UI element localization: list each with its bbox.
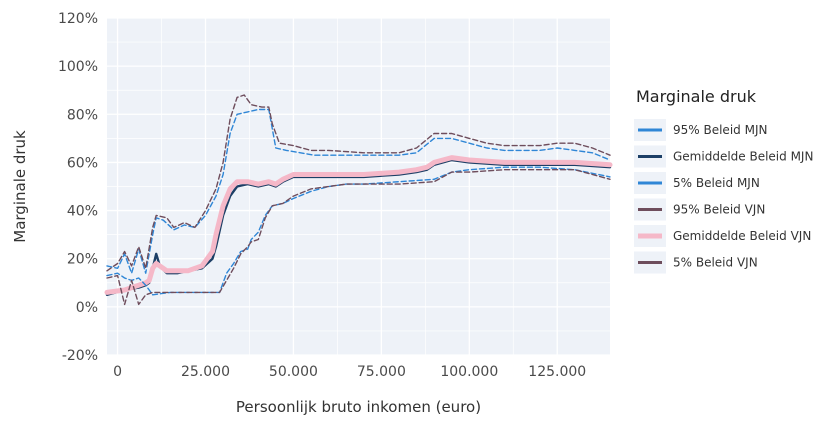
y-tick-label: 40% (67, 204, 98, 220)
series-line-5 (106, 169, 611, 306)
series-line-3 (106, 94, 611, 272)
y-tick-label: 60% (67, 155, 98, 171)
legend-label: 95% Beleid VJN (673, 203, 765, 217)
legend: Marginale druk 95% Beleid MJN Gemiddelde … (634, 87, 813, 274)
series-line-4 (104, 155, 613, 295)
y-axis-ticks: -20% 0% 20% 40% 60% 80% 100% 120% (58, 11, 98, 364)
legend-label: Gemiddelde Beleid VJN (673, 229, 811, 243)
y-axis-title: Marginale druk (11, 130, 29, 243)
x-tick-label: 25.000 (181, 364, 230, 380)
y-tick-label: 80% (67, 107, 98, 123)
x-tick-label: 125.000 (528, 364, 586, 380)
x-tick-label: 50.000 (269, 364, 318, 380)
x-tick-label: 0 (113, 364, 122, 380)
legend-label: 5% Beleid MJN (673, 176, 760, 190)
grid (107, 17, 610, 356)
y-tick-label: 0% (76, 300, 98, 316)
y-tick-label: -20% (62, 348, 98, 364)
x-axis-ticks: 0 25.000 50.000 75.000 100.000 125.000 (113, 364, 586, 380)
x-tick-label: 75.000 (357, 364, 406, 380)
y-tick-label: 20% (67, 252, 98, 268)
series-line-2 (106, 166, 611, 296)
y-tick-label: 100% (58, 59, 98, 75)
legend-label: Gemiddelde Beleid MJN (673, 150, 813, 164)
x-tick-label: 100.000 (440, 364, 498, 380)
legend-label: 95% Beleid MJN (673, 123, 767, 137)
legend-label: 5% Beleid VJN (673, 256, 758, 270)
series-lines (104, 94, 613, 306)
series-line-0 (106, 108, 611, 274)
x-axis-title: Persoonlijk bruto inkomen (euro) (236, 398, 481, 416)
y-tick-label: 120% (58, 11, 98, 27)
legend-title: Marginale druk (636, 87, 757, 106)
